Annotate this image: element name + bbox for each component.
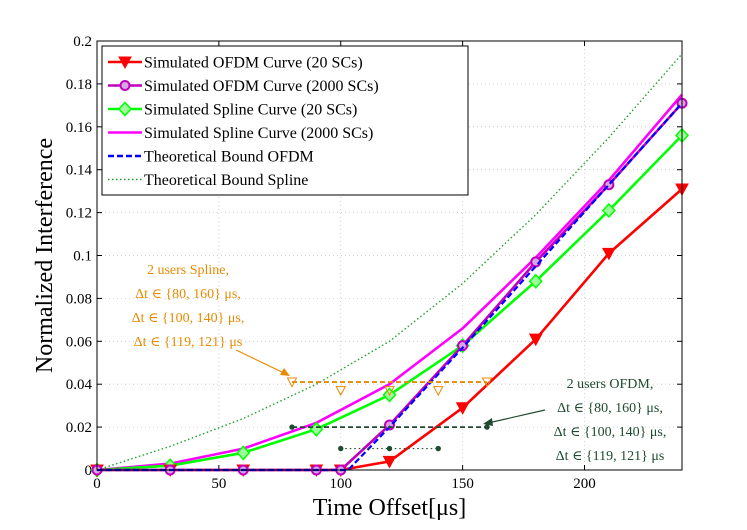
y-tick-label: 0.18 <box>66 77 92 93</box>
annotation-line-text: Δt ∈ {119, 121} μs <box>134 335 243 350</box>
legend-marker <box>118 56 132 70</box>
annotation-line-text: Δt ∈ {80, 160} μs, <box>135 287 241 302</box>
annotation-marker <box>386 445 393 452</box>
legend-marker <box>119 80 131 91</box>
legend-label: Simulated Spline Curve (20 SCs) <box>144 102 357 119</box>
annotation-line-text: 2 users Spline, <box>147 263 229 278</box>
annotation-marker <box>335 386 347 397</box>
ticks: 0 50 100 150 200 0 0.02 0.04 0.06 0.08 0.1 0.12 0.14… <box>66 34 682 492</box>
annotation-line-text: Δt ∈ {100, 140} μs, <box>132 311 245 326</box>
annotation-marker <box>289 424 295 430</box>
y-tick-label: 0.06 <box>66 334 93 350</box>
annotation-marker <box>435 445 441 452</box>
legend-label: Simulated Spline Curve (2000 SCs) <box>144 125 373 142</box>
series-marker <box>382 455 397 469</box>
x-tick-label: 0 <box>93 476 101 492</box>
y-tick-label: 0.12 <box>66 206 92 222</box>
annotation-line-text: Δt ∈ {100, 140} μs, <box>554 425 667 440</box>
y-tick-label: 0.14 <box>66 163 93 179</box>
series-marker <box>601 202 616 219</box>
series-marker <box>457 340 469 352</box>
annotation-marker <box>384 386 395 397</box>
legend: Simulated OFDM Curve (20 SCs) Simulated O… <box>101 45 469 196</box>
annotation-marks <box>286 377 493 452</box>
annotation-marker <box>338 445 344 452</box>
annotation-arrow <box>235 349 287 375</box>
legend-box <box>101 45 469 196</box>
x-tick-label: 200 <box>573 476 596 492</box>
x-tick-label: 150 <box>451 476 474 492</box>
x-tick-label: 50 <box>211 476 226 492</box>
y-tick-label: 0.1 <box>73 249 92 265</box>
annotation-text: 2 users Spline, Δt ∈ {80, 160} μs, Δt ∈ {1… <box>132 263 667 464</box>
y-tick-label: 0.04 <box>66 377 93 393</box>
series-line <box>97 102 683 472</box>
annotation-line-text: Δt ∈ {80, 160} μs, <box>557 401 663 416</box>
legend-marker <box>117 101 133 117</box>
y-axis-label: Normalized Interference <box>32 138 58 373</box>
legend-label: Simulated OFDM Curve (2000 SCs) <box>144 78 379 95</box>
legend-label: Simulated OFDM Curve (20 SCs) <box>144 55 363 72</box>
y-tick-label: 0.08 <box>66 291 92 307</box>
annotation-marker <box>484 424 490 430</box>
legend-label: Theoretical Bound OFDM <box>144 149 314 166</box>
annotation-marker <box>286 377 298 388</box>
series-marker <box>528 333 543 347</box>
annotation-arrow <box>487 409 546 424</box>
series-marker <box>236 445 251 461</box>
annotation-line-text: 2 users OFDM, <box>567 377 654 392</box>
series-marker <box>602 247 616 261</box>
annotation-arrowhead <box>280 368 290 376</box>
series-marker <box>528 273 543 289</box>
series-marker <box>455 402 470 415</box>
series-line <box>96 53 683 471</box>
y-tick-label: 0.02 <box>66 420 92 436</box>
annotation-line-text: Δt ∈ {119, 121} μs <box>556 449 665 464</box>
y-tick-label: 0.2 <box>73 34 92 50</box>
annotation-marker <box>432 386 444 397</box>
x-tick-label: 100 <box>330 476 353 492</box>
series-line <box>96 93 683 472</box>
axes-box <box>96 40 683 471</box>
annotation-marker <box>481 377 493 388</box>
y-tick-label: 0 <box>85 463 93 479</box>
legend-label: Theoretical Bound Spline <box>144 172 308 189</box>
y-tick-label: 0.16 <box>66 120 93 136</box>
x-axis-label: Time Offset[μs] <box>313 495 467 521</box>
annotation-arrowhead <box>483 418 493 426</box>
